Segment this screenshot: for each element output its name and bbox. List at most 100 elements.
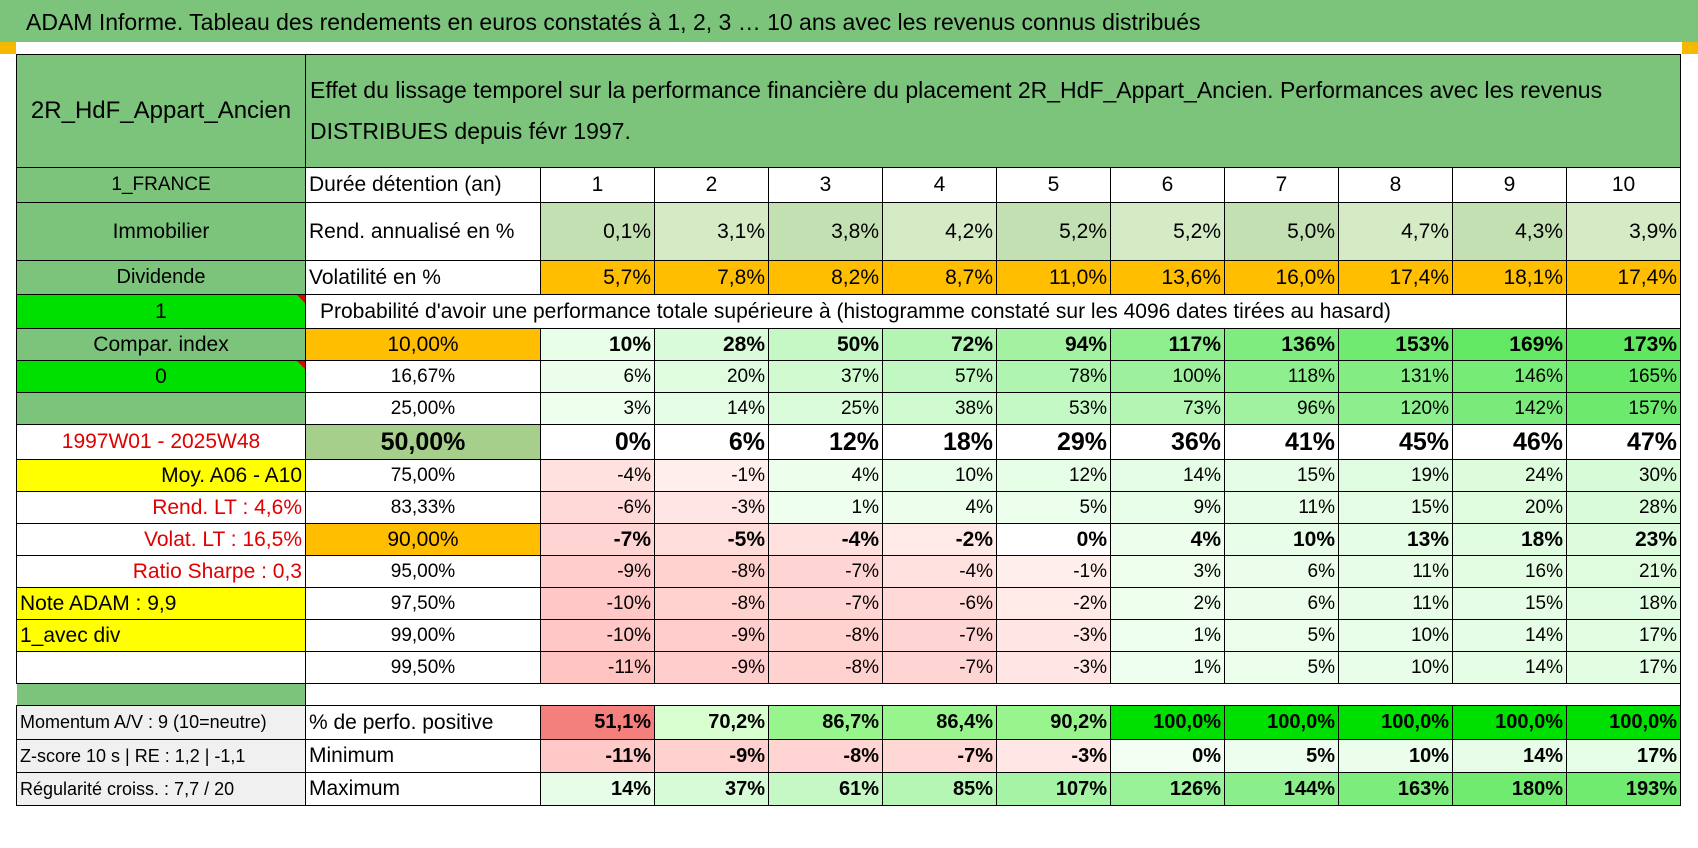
spacer-green bbox=[16, 683, 306, 706]
probability-threshold: 75,00% bbox=[305, 459, 541, 492]
performance-cell: -4% bbox=[882, 555, 997, 588]
annual-return-value: 4,2% bbox=[882, 202, 997, 261]
performance-cell: 20% bbox=[1452, 491, 1567, 524]
minimum-value: -3% bbox=[996, 739, 1111, 773]
positive-rate-value: 86,4% bbox=[882, 705, 997, 740]
performance-cell: 10% bbox=[540, 328, 655, 361]
performance-cell: 13% bbox=[1338, 523, 1453, 556]
long-term-volatility: Volat. LT : 16,5% bbox=[16, 523, 306, 556]
performance-cell: 10% bbox=[882, 459, 997, 492]
performance-cell: 11% bbox=[1338, 555, 1453, 588]
performance-cell: 37% bbox=[768, 360, 883, 393]
performance-cell: 100% bbox=[1110, 360, 1225, 393]
report-title: ADAM Informe. Tableau des rendements en … bbox=[0, 0, 1698, 42]
performance-cell: 23% bbox=[1566, 523, 1681, 556]
performance-cell: 14% bbox=[1452, 651, 1567, 684]
performance-cell: 157% bbox=[1566, 392, 1681, 425]
volatility-value: 11,0% bbox=[996, 260, 1111, 295]
flag-zero: 0 bbox=[16, 360, 306, 393]
period-range: 1997W01 - 2025W48 bbox=[16, 424, 306, 460]
performance-cell: -10% bbox=[540, 587, 655, 620]
performance-cell: 28% bbox=[1566, 491, 1681, 524]
performance-cell: 11% bbox=[1224, 491, 1339, 524]
performance-cell: 3% bbox=[540, 392, 655, 425]
left-marker bbox=[0, 42, 16, 54]
performance-cell: 6% bbox=[654, 424, 769, 460]
volatility-value: 18,1% bbox=[1452, 260, 1567, 295]
dividend-mode: 1_avec div bbox=[16, 619, 306, 652]
blank-cell bbox=[16, 651, 306, 684]
performance-cell: -4% bbox=[540, 459, 655, 492]
volatility-value: 13,6% bbox=[1110, 260, 1225, 295]
performance-cell: 18% bbox=[1452, 523, 1567, 556]
performance-cell: -3% bbox=[996, 619, 1111, 652]
fund-name: 2R_HdF_Appart_Ancien bbox=[16, 54, 306, 168]
performance-cell: -4% bbox=[768, 523, 883, 556]
performance-cell: -7% bbox=[768, 555, 883, 588]
positive-rate-label: % de perfo. positive bbox=[305, 705, 541, 740]
performance-cell: 17% bbox=[1566, 651, 1681, 684]
probability-threshold: 90,00% bbox=[305, 523, 541, 556]
performance-cell: 153% bbox=[1338, 328, 1453, 361]
performance-cell: 30% bbox=[1566, 459, 1681, 492]
probability-threshold: 83,33% bbox=[305, 491, 541, 524]
performance-cell: -9% bbox=[540, 555, 655, 588]
performance-cell: -7% bbox=[882, 619, 997, 652]
year-header: 7 bbox=[1224, 167, 1339, 203]
performance-cell: 72% bbox=[882, 328, 997, 361]
performance-cell: 142% bbox=[1452, 392, 1567, 425]
volatility-label: Volatilité en % bbox=[305, 260, 541, 295]
performance-cell: 11% bbox=[1338, 587, 1453, 620]
performance-cell: 45% bbox=[1338, 424, 1453, 460]
maximum-value: 193% bbox=[1566, 772, 1681, 806]
performance-cell: -9% bbox=[654, 651, 769, 684]
performance-cell: 21% bbox=[1566, 555, 1681, 588]
performance-cell: 17% bbox=[1566, 619, 1681, 652]
performance-cell: 73% bbox=[1110, 392, 1225, 425]
compar-index-label: Compar. index bbox=[16, 328, 306, 361]
annual-return-value: 4,3% bbox=[1452, 202, 1567, 261]
annual-return-label: Rend. annualisé en % bbox=[305, 202, 541, 261]
maximum-value: 107% bbox=[996, 772, 1111, 806]
performance-cell: -6% bbox=[540, 491, 655, 524]
performance-cell: -8% bbox=[654, 555, 769, 588]
performance-cell: 146% bbox=[1452, 360, 1567, 393]
performance-cell: 96% bbox=[1224, 392, 1339, 425]
maximum-value: 180% bbox=[1452, 772, 1567, 806]
performance-cell: 15% bbox=[1338, 491, 1453, 524]
performance-cell: 4% bbox=[1110, 523, 1225, 556]
volatility-value: 8,2% bbox=[768, 260, 883, 295]
performance-cell: 4% bbox=[768, 459, 883, 492]
annual-return-value: 3,9% bbox=[1566, 202, 1681, 261]
minimum-value: 0% bbox=[1110, 739, 1225, 773]
year-header: 6 bbox=[1110, 167, 1225, 203]
regularity-indicator: Régularité croiss. : 7,7 / 20 bbox=[16, 772, 306, 806]
returns-table: 2R_HdF_Appart_Ancien Effet du lissage te… bbox=[16, 54, 1681, 806]
performance-cell: 1% bbox=[1110, 619, 1225, 652]
performance-cell: 118% bbox=[1224, 360, 1339, 393]
performance-cell: -8% bbox=[654, 587, 769, 620]
maximum-value: 37% bbox=[654, 772, 769, 806]
performance-cell: -6% bbox=[882, 587, 997, 620]
performance-cell: 14% bbox=[1452, 619, 1567, 652]
performance-cell: 14% bbox=[1110, 459, 1225, 492]
performance-cell: 47% bbox=[1566, 424, 1681, 460]
annual-return-value: 4,7% bbox=[1338, 202, 1453, 261]
maximum-value: 144% bbox=[1224, 772, 1339, 806]
performance-cell: -8% bbox=[768, 619, 883, 652]
minimum-value: 10% bbox=[1338, 739, 1453, 773]
performance-cell: 120% bbox=[1338, 392, 1453, 425]
performance-cell: 136% bbox=[1224, 328, 1339, 361]
zscore-indicator: Z-score 10 s | RE : 1,2 | -1,1 bbox=[16, 739, 306, 773]
performance-cell: -8% bbox=[768, 651, 883, 684]
long-term-return: Rend. LT : 4,6% bbox=[16, 491, 306, 524]
sharpe-ratio: Ratio Sharpe : 0,3 bbox=[16, 555, 306, 588]
year-header: 9 bbox=[1452, 167, 1567, 203]
annual-return-value: 5,2% bbox=[996, 202, 1111, 261]
performance-cell: -7% bbox=[768, 587, 883, 620]
minimum-value: 17% bbox=[1566, 739, 1681, 773]
positive-rate-value: 100,0% bbox=[1452, 705, 1567, 740]
performance-cell: 18% bbox=[882, 424, 997, 460]
performance-cell: 173% bbox=[1566, 328, 1681, 361]
year-header: 10 bbox=[1566, 167, 1681, 203]
